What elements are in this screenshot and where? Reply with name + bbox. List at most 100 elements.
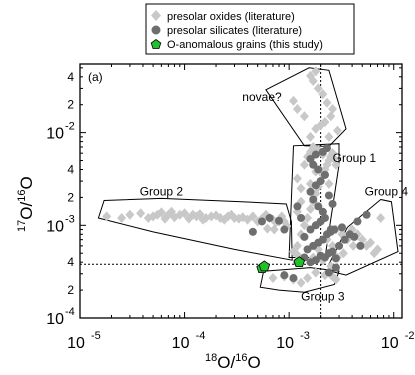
this-study-point-1 — [258, 260, 271, 272]
oxide-point-73 — [305, 131, 315, 142]
legend: presolar oxides (literature) presolar si… — [145, 3, 355, 55]
silicate-point-50 — [248, 227, 257, 236]
y-title-base: O/ — [17, 202, 36, 220]
panel-label: (a) — [88, 70, 103, 84]
oxide-point-117 — [303, 273, 313, 284]
silicate-point-42 — [353, 217, 362, 226]
silicate-point-49 — [275, 216, 284, 225]
silicate-point-39 — [335, 241, 344, 250]
y-tick-label-6: 10 — [46, 126, 64, 143]
oxide-point-78 — [328, 103, 338, 114]
oxide-point-108 — [292, 249, 302, 260]
region-group-4 — [328, 198, 399, 276]
silicate-point-24 — [306, 187, 315, 196]
oxide-point-79 — [322, 97, 332, 108]
oxide-point-88 — [324, 131, 334, 142]
oxide-point-59 — [331, 159, 341, 170]
silicate-point-38 — [324, 191, 333, 200]
silicate-point-47 — [257, 217, 266, 226]
oxide-point-0 — [102, 211, 112, 222]
legend-label-oxides: presolar oxides (literature) — [167, 11, 295, 23]
y-title-sup1: 17 — [16, 220, 28, 232]
oxide-point-87 — [288, 95, 298, 106]
x-tick-exponent-3: -2 — [405, 330, 415, 342]
oxide-point-76 — [320, 117, 330, 128]
group-labels: novae? Group 1 Group 2 Group 3 Group 4 — [140, 90, 409, 303]
silicate-point-23 — [309, 195, 318, 204]
x-axis-title: 18O/16O — [205, 352, 261, 372]
x-tick-exponent-1: -4 — [196, 330, 206, 342]
oxide-point-121 — [331, 274, 341, 285]
silicate-point-28 — [314, 165, 323, 174]
silicate-point-8 — [331, 254, 340, 263]
silicate-point-45 — [350, 232, 359, 241]
x-tick-label-1: 10 — [172, 335, 190, 352]
plot-area — [79, 63, 403, 319]
silicate-point-52 — [280, 271, 289, 280]
oxide-point-116 — [296, 277, 306, 288]
x-title-sup2: 16 — [235, 352, 247, 364]
silicate-point-17 — [306, 225, 315, 234]
oxide-point-46 — [303, 212, 313, 223]
silicate-point-31 — [311, 150, 320, 159]
oxide-point-45 — [299, 220, 309, 231]
y-tick-label-8: 4 — [67, 70, 74, 84]
silicate-point-43 — [362, 210, 371, 219]
oxide-point-7 — [156, 207, 166, 218]
oxide-point-111 — [338, 248, 348, 259]
legend-label-silicates: presolar silicates (literature) — [167, 25, 302, 37]
silicate-point-51 — [280, 225, 289, 234]
x-tick-label-3: 10 — [381, 335, 399, 352]
silicate-point-20 — [320, 213, 329, 222]
oxide-point-43 — [292, 240, 302, 251]
y-tick-exponent-6: -2 — [65, 121, 75, 133]
silicate-point-53 — [289, 274, 298, 283]
oxide-point-72 — [324, 178, 334, 189]
silicate-point-21 — [318, 207, 327, 216]
x-tick-label-2: 10 — [276, 335, 294, 352]
oxide-point-118 — [311, 267, 321, 278]
oxide-point-86 — [292, 103, 302, 114]
x-tick-label-0: 10 — [67, 335, 85, 352]
y-tick-label-3: 10 — [46, 218, 64, 235]
x-title-base: O/ — [217, 353, 235, 372]
y-title-end: O — [17, 176, 36, 189]
silicate-point-35 — [293, 202, 302, 211]
silicate-point-37 — [328, 199, 337, 208]
silicate-point-26 — [316, 177, 325, 186]
group-label-2: Group 2 — [140, 184, 184, 198]
y-title-sup2: 16 — [16, 190, 28, 202]
silicate-point-27 — [320, 170, 329, 179]
oxide-point-89 — [333, 125, 343, 136]
x-tick-exponent-0: -5 — [91, 330, 101, 342]
group-label-4: Group 4 — [365, 184, 409, 198]
silicate-point-54 — [324, 268, 333, 277]
oxide-point-85 — [299, 111, 309, 122]
silicate-point-46 — [356, 241, 365, 250]
oxide-point-42 — [262, 223, 272, 234]
silicate-point-16 — [300, 232, 309, 241]
oxide-point-67 — [299, 159, 309, 170]
group-label-1: Group 1 — [333, 151, 377, 165]
x-title-end: O — [247, 353, 260, 372]
oxide-point-66 — [296, 183, 306, 194]
y-tick-exponent-3: -3 — [65, 213, 75, 225]
silicate-point-22 — [314, 202, 323, 211]
legend-box — [145, 3, 355, 55]
oxide-point-84 — [311, 66, 321, 77]
silicate-point-44 — [337, 223, 346, 232]
silicate-point-33 — [322, 144, 331, 153]
silicate-point-7 — [328, 247, 337, 256]
y-tick-label-1: 2 — [67, 283, 74, 297]
oxide-point-3 — [136, 208, 146, 219]
y-axis-title: 17O/16O — [16, 176, 36, 232]
x-axis-ticks: 10 -5 10 -4 10 -3 10 -2 — [67, 64, 415, 352]
oxide-point-30 — [248, 211, 258, 222]
data-points — [102, 66, 386, 288]
silicate-point-55 — [331, 263, 340, 272]
oxide-point-2 — [125, 209, 135, 220]
oxide-point-81 — [313, 83, 323, 94]
this-study-point-2 — [293, 256, 305, 268]
reference-lines — [80, 64, 402, 318]
group-label-0: novae? — [242, 90, 282, 104]
